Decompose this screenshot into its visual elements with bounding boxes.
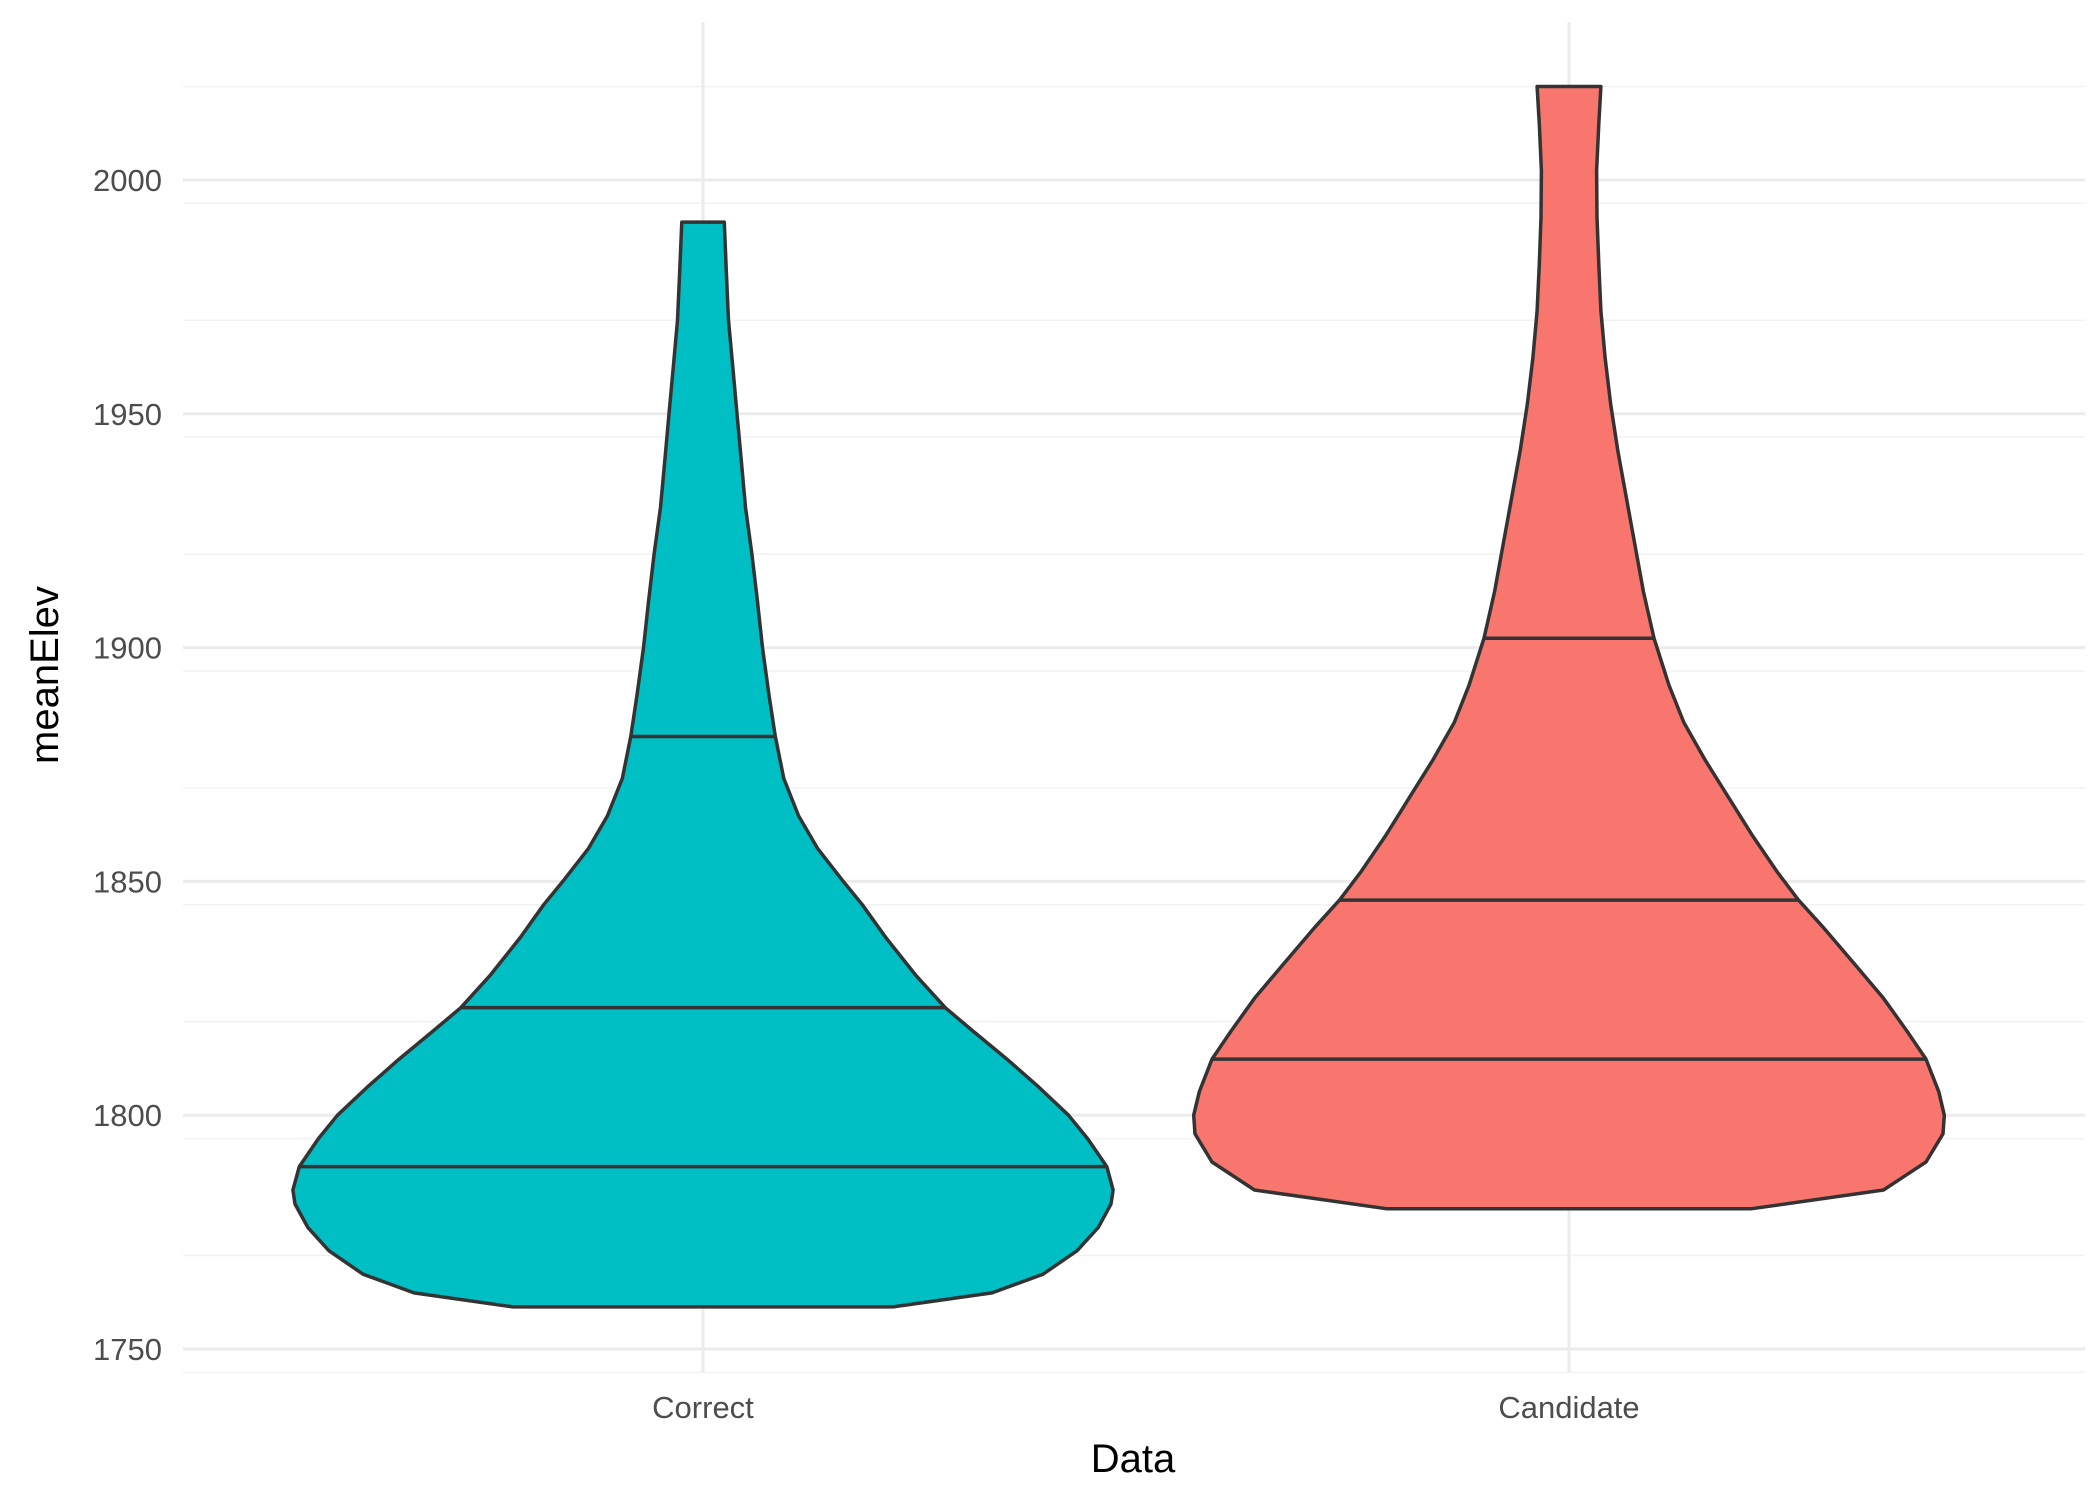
y-tick-label-1850: 1850 [93, 864, 162, 899]
x-axis-title: Data [1091, 1437, 1176, 1481]
y-axis-title: meanElev [23, 586, 67, 764]
violins [291, 84, 1947, 1309]
y-tick-label-1900: 1900 [93, 631, 162, 666]
violin-body-correct [291, 220, 1115, 1309]
y-axis-tick-labels: 1750 1800 1850 1900 1950 2000 [93, 163, 162, 1367]
y-tick-label-1750: 1750 [93, 1332, 162, 1367]
violin-candidate [1191, 84, 1947, 1211]
x-axis-tick-labels: Correct Candidate [652, 1390, 1639, 1425]
x-tick-label-candidate: Candidate [1498, 1390, 1639, 1425]
y-tick-label-1950: 1950 [93, 397, 162, 432]
violin-correct [291, 220, 1115, 1309]
violin-body-candidate [1191, 84, 1947, 1211]
y-tick-label-2000: 2000 [93, 163, 162, 198]
x-tick-label-correct: Correct [652, 1390, 754, 1425]
y-tick-label-1800: 1800 [93, 1098, 162, 1133]
